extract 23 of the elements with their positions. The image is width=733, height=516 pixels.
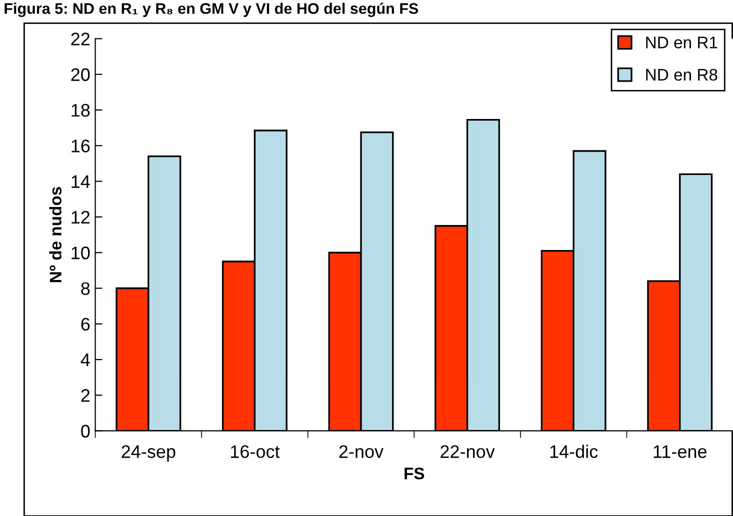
y-tick-label: 0 — [81, 424, 90, 438]
legend-label: ND en R8 — [646, 68, 718, 81]
y-tick-label: 10 — [72, 246, 90, 260]
y-tick-label: 6 — [81, 318, 90, 331]
y-tick-label: 20 — [71, 68, 90, 82]
legend-label: ND en R1 — [646, 36, 718, 48]
x-tick-label: 24-sep — [122, 445, 176, 462]
y-tick-label: 8 — [81, 282, 90, 295]
y-tick-label: 4 — [80, 354, 90, 366]
chart-title: Figura 5: ND en R₁ y R₈ en GM V y VI de HO del según FS — [4, 2, 418, 18]
y-tick-label: 22 — [71, 32, 90, 46]
y-tick-label: 14 — [72, 175, 90, 188]
y-tick-label: 18 — [72, 104, 90, 117]
y-tick-label: 2 — [81, 389, 90, 402]
x-tick-label: 22-nov — [440, 445, 495, 458]
x-axis-title: FS — [404, 468, 424, 480]
x-tick-label: 2-nov — [339, 445, 384, 458]
x-tick-label: 14-dic — [550, 444, 598, 458]
x-tick-label: 16-oct — [231, 445, 280, 458]
x-tick-label: 11-ene — [654, 445, 707, 458]
y-tick-label: 12 — [72, 210, 90, 224]
y-axis-title: Nº de nudos — [49, 187, 62, 282]
y-tick-label: 16 — [72, 140, 90, 152]
